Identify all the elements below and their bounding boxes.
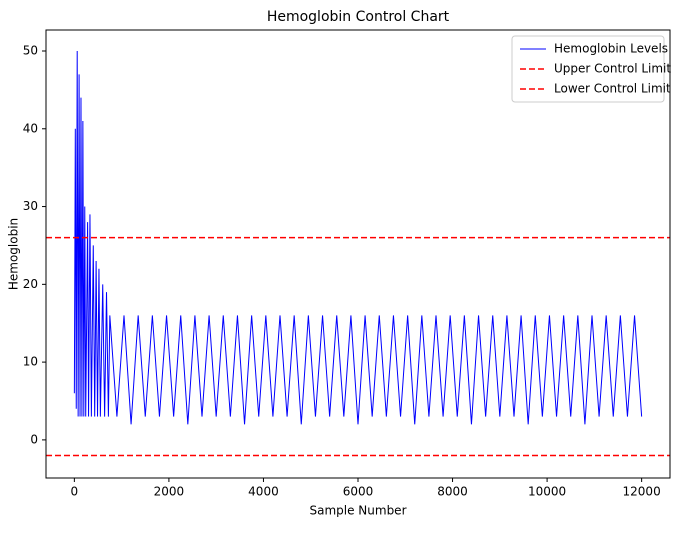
data-line [73,50,643,425]
x-tick-label: 8000 [437,485,468,499]
x-tick-label: 0 [71,485,79,499]
legend-label: Lower Control Limit [554,82,671,96]
y-tick-label: 40 [23,121,38,135]
legend-label: Hemoglobin Levels [554,42,668,56]
y-tick-label: 0 [30,432,38,446]
plot-frame [45,29,671,479]
y-tick-label: 30 [23,199,38,213]
y-tick-label: 50 [23,44,38,58]
y-tick-label: 10 [23,355,38,369]
x-tick-label: 4000 [248,485,279,499]
x-tick-label: 10000 [528,485,566,499]
x-axis-label: Sample Number [309,504,406,518]
x-tick-label: 12000 [623,485,661,499]
legend-box [511,35,665,103]
chart-title: Hemoglobin Control Chart [267,9,450,25]
legend-label: Upper Control Limit [554,62,671,76]
y-tick-label: 20 [23,277,38,291]
x-tick-label: 6000 [343,485,374,499]
y-axis-label: Hemoglobin [7,218,21,290]
x-tick-label: 2000 [154,485,185,499]
